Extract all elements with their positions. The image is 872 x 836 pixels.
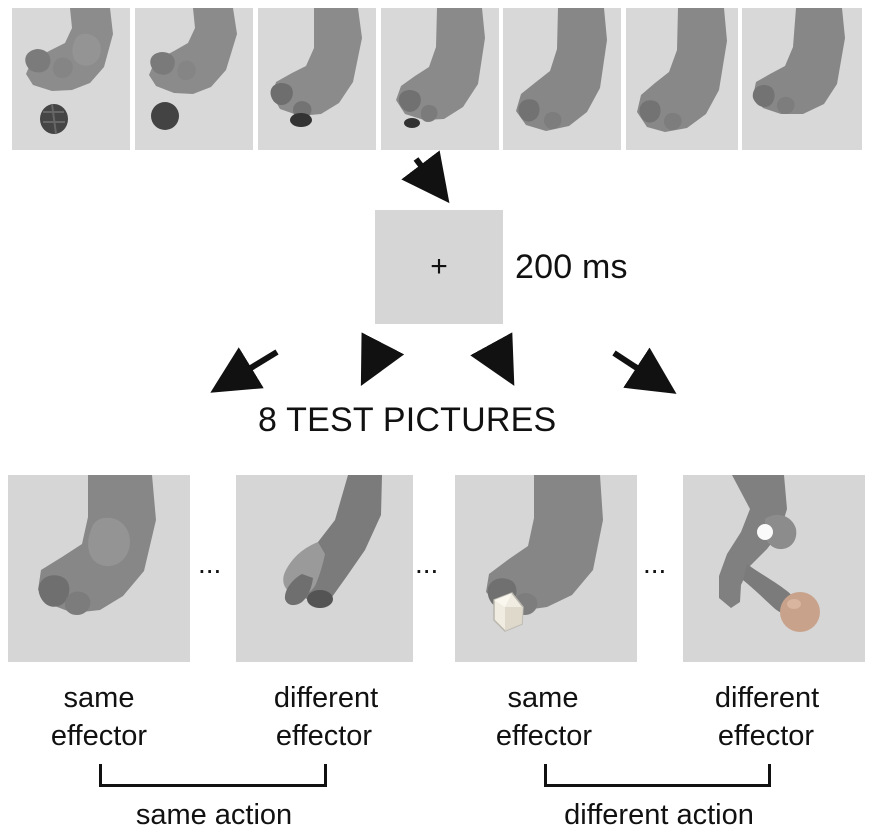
different-effector-label-1-line2: effector: [275, 720, 373, 752]
test-picture-2: [236, 475, 413, 662]
arrow-icon: [612, 347, 677, 394]
sequence-frame-3: [258, 8, 376, 150]
same-action-bracket-right: [324, 764, 327, 787]
different-effector-label-2-line1: different: [714, 682, 820, 714]
arrow-icon: [401, 150, 450, 204]
different-action-bracket-bottom: [544, 784, 771, 787]
different-effector-label-2-line2: effector: [717, 720, 815, 752]
fixation-cross: +: [430, 250, 448, 283]
same-effector-label-1-line2: effector: [50, 720, 148, 752]
different-action-bracket-left: [544, 764, 547, 787]
same-effector-label-1-line1: same: [63, 682, 135, 714]
sequence-frame-1: [12, 8, 130, 150]
foot-image: [8, 475, 190, 662]
test-pictures-title: 8 TEST PICTURES: [258, 401, 557, 439]
same-effector-label-2-line1: same: [507, 682, 579, 714]
sequence-frame-4: [381, 8, 499, 150]
same-action-label: same action: [135, 799, 293, 831]
fixation-screen: +: [375, 210, 503, 324]
arrow-icon: [360, 332, 405, 386]
sequence-frame-2: [135, 8, 253, 150]
same-action-bracket-bottom: [99, 784, 327, 787]
same-effector-label-2-line2: effector: [495, 720, 593, 752]
sequence-frame-5: [503, 8, 621, 150]
ellipsis-3: ...: [643, 548, 667, 579]
ellipsis-2: ...: [415, 548, 439, 579]
foot-image: [12, 8, 130, 150]
sequence-frame-7: [742, 8, 862, 150]
foot-image: [626, 8, 738, 150]
different-action-label: different action: [564, 799, 754, 831]
foot-image: [258, 8, 376, 150]
different-effector-label-1-line1: different: [273, 682, 379, 714]
different-action-bracket-right: [768, 764, 771, 787]
foot-image: [381, 8, 499, 150]
test-picture-1: [8, 475, 190, 662]
arrow-icon: [210, 347, 279, 393]
test-picture-4: [683, 475, 865, 662]
test-picture-3: [455, 475, 637, 662]
hand-image: [683, 475, 865, 662]
sequence-frame-6: [626, 8, 738, 150]
hand-image: [236, 475, 413, 662]
foot-image: [742, 8, 862, 150]
fixation-duration-label: 200 ms: [515, 248, 628, 286]
arrow-icon: [470, 332, 515, 386]
foot-image: [135, 8, 253, 150]
ball-image: [780, 592, 820, 632]
foot-image: [455, 475, 637, 662]
ellipsis-1: ...: [198, 548, 222, 579]
foot-image: [503, 8, 621, 150]
same-action-bracket-left: [99, 764, 102, 787]
